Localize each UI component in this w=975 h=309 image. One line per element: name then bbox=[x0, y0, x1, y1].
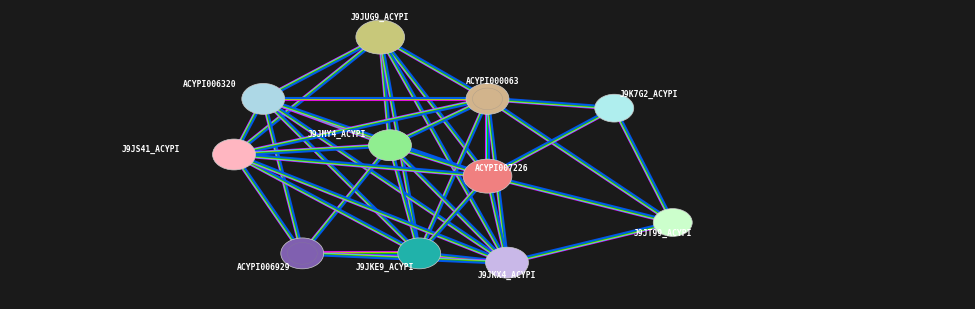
Ellipse shape bbox=[463, 159, 512, 193]
Text: J9JKX4_ACYPI: J9JKX4_ACYPI bbox=[478, 271, 536, 280]
Ellipse shape bbox=[595, 94, 634, 122]
Text: ACYPI006320: ACYPI006320 bbox=[183, 80, 236, 90]
Text: J9JKE9_ACYPI: J9JKE9_ACYPI bbox=[356, 263, 414, 272]
Ellipse shape bbox=[242, 83, 285, 114]
Ellipse shape bbox=[466, 83, 509, 114]
Ellipse shape bbox=[473, 88, 502, 110]
Ellipse shape bbox=[369, 130, 411, 161]
Text: J9JUG9_ACYPI: J9JUG9_ACYPI bbox=[351, 12, 410, 22]
Ellipse shape bbox=[281, 238, 324, 269]
Ellipse shape bbox=[653, 209, 692, 236]
Ellipse shape bbox=[288, 243, 317, 264]
Text: J9K7G2_ACYPI: J9K7G2_ACYPI bbox=[619, 90, 678, 99]
Ellipse shape bbox=[213, 139, 255, 170]
Text: ACYPI000063: ACYPI000063 bbox=[466, 77, 519, 87]
Text: ACYPI006929: ACYPI006929 bbox=[236, 263, 291, 272]
Text: J9JT99_ACYPI: J9JT99_ACYPI bbox=[634, 229, 692, 238]
Ellipse shape bbox=[486, 247, 528, 278]
Text: ACYPI007226: ACYPI007226 bbox=[476, 164, 528, 173]
Text: J9JMY4_ACYPI: J9JMY4_ACYPI bbox=[307, 130, 366, 139]
Text: J9JS41_ACYPI: J9JS41_ACYPI bbox=[122, 145, 180, 154]
Ellipse shape bbox=[356, 20, 405, 54]
Ellipse shape bbox=[398, 238, 441, 269]
